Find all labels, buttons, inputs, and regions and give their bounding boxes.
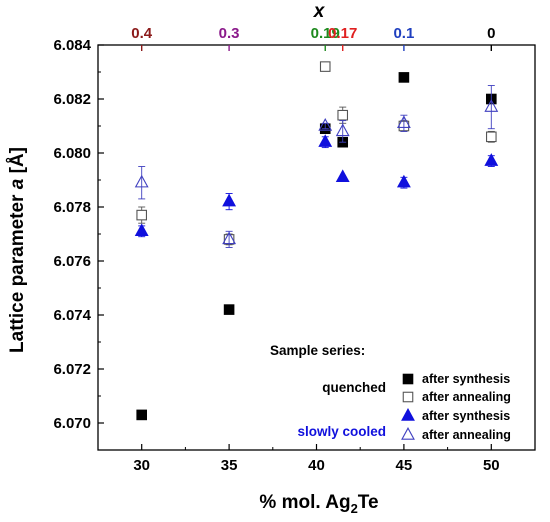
x-axis-title-prefix: % mol. Ag bbox=[259, 492, 350, 513]
data-point-series-3 bbox=[318, 118, 333, 131]
data-point-series-3 bbox=[484, 99, 499, 112]
x-tick-label: 45 bbox=[396, 457, 413, 474]
x-tick-label: 35 bbox=[221, 457, 238, 474]
top-tick-label: 0.3 bbox=[219, 25, 240, 42]
x-tick-label: 30 bbox=[133, 457, 150, 474]
data-point-series-1 bbox=[136, 209, 147, 221]
top-axis-title: x bbox=[313, 1, 326, 22]
top-tick-label: 0.4 bbox=[131, 25, 153, 42]
data-point-series-2 bbox=[396, 174, 411, 188]
legend-marker bbox=[402, 391, 414, 403]
legend-entry-label: after annealing bbox=[422, 390, 511, 404]
data-point-series-3 bbox=[222, 231, 237, 245]
legend-entry-label: after synthesis bbox=[422, 372, 510, 386]
top-tick-label: 0.19 bbox=[311, 25, 340, 42]
top-tick-label: 0.1 bbox=[393, 25, 414, 42]
data-point-series-0 bbox=[136, 409, 147, 421]
y-axis-title-prefix: Lattice parameter bbox=[7, 189, 28, 353]
top-tick-label: 0.17 bbox=[328, 25, 357, 42]
data-point-series-3 bbox=[396, 115, 411, 129]
legend-heading: Sample series: bbox=[270, 343, 365, 358]
y-tick-label: 6.074 bbox=[53, 307, 91, 324]
y-tick-label: 6.072 bbox=[53, 361, 91, 378]
legend-group-label: quenched bbox=[322, 380, 386, 395]
x-axis-title: % mol. Ag2Te bbox=[259, 492, 378, 516]
legend-entry-label: after annealing bbox=[422, 428, 511, 442]
y-axis-title: Lattice parameter a [Å] bbox=[7, 147, 28, 353]
data-point-series-3 bbox=[134, 174, 149, 188]
y-axis-title-suffix: [Å] bbox=[7, 147, 28, 179]
y-tick-label: 6.080 bbox=[53, 145, 91, 162]
legend-group-label: slowly cooled bbox=[297, 424, 386, 439]
data-point-series-0 bbox=[223, 304, 235, 315]
top-axis: 0.4 0.3 0.190.17 0.1 0 bbox=[131, 25, 495, 51]
data-point-series-3 bbox=[335, 123, 350, 137]
data-point-series-0 bbox=[398, 72, 410, 83]
x-axis-title-subscript: 2 bbox=[351, 501, 358, 516]
data-point-series-2 bbox=[335, 169, 350, 183]
data-point-series-2 bbox=[318, 134, 333, 147]
data-point-series-2 bbox=[484, 153, 499, 166]
data-point-series-2 bbox=[222, 193, 237, 207]
data-point-series-1 bbox=[319, 61, 331, 72]
y-tick-label: 6.076 bbox=[53, 253, 91, 270]
data-point-series-1 bbox=[485, 131, 497, 143]
y-tick-label: 6.070 bbox=[53, 415, 91, 432]
legend-entry-label: after synthesis bbox=[422, 409, 510, 423]
data-point-series-1 bbox=[337, 109, 349, 121]
legend: Sample series: quenched slowly cooled after… bbox=[270, 343, 511, 442]
y-tick-label: 6.078 bbox=[53, 199, 91, 216]
y-tick-label: 6.084 bbox=[53, 37, 91, 54]
legend-marker bbox=[401, 408, 415, 421]
legend-marker bbox=[401, 427, 415, 440]
x-tick-label: 50 bbox=[483, 457, 500, 474]
bottom-axis: 30 35 40 45 50 bbox=[97, 444, 536, 474]
data-points bbox=[134, 61, 499, 421]
x-axis-title-suffix: Te bbox=[358, 492, 379, 513]
y-axis-title-italic: a bbox=[7, 178, 28, 189]
x-tick-label: 40 bbox=[308, 457, 325, 474]
legend-marker bbox=[402, 373, 414, 385]
left-axis: 6.070 6.072 6.074 6.076 6.078 6.080 6.082 6.084 bbox=[53, 37, 104, 451]
data-point-series-2 bbox=[134, 223, 149, 237]
y-tick-label: 6.082 bbox=[53, 91, 91, 108]
top-tick-label: 0 bbox=[487, 25, 495, 42]
